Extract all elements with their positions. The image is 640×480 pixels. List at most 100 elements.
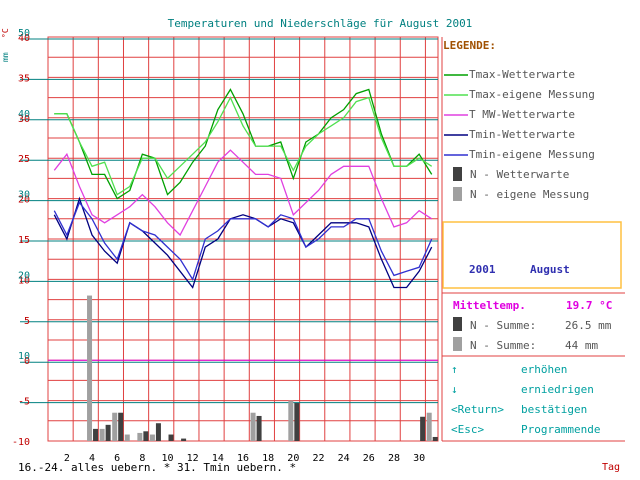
legend-item-label: Tmin-eigene Messung xyxy=(469,148,595,161)
day-tick-label: 26 xyxy=(363,453,375,464)
day-tick-label: 16 xyxy=(237,453,249,464)
stats-panel: Mitteltemp. 19.7 °C N - Summe: 26.5 mm N… xyxy=(453,299,612,352)
period-year: 2001 xyxy=(469,263,496,276)
mittel-value: 19.7 °C xyxy=(566,299,612,312)
precip-bar xyxy=(124,434,130,441)
precip-tick-label: 30 xyxy=(18,190,30,201)
day-tick-label: 2 xyxy=(64,453,70,464)
period-panel: 2001 August xyxy=(442,221,622,289)
n-summe1-value: 26.5 mm xyxy=(565,319,612,332)
precip-tick-label: 20 xyxy=(18,270,30,281)
precip-bar xyxy=(143,431,149,441)
n-summe1-label: N - Summe: xyxy=(470,319,536,332)
legend-item-label: Tmax-Wetterwarte xyxy=(469,68,575,81)
legend-item-label: N - Wetterwarte xyxy=(470,168,569,181)
series-line xyxy=(54,88,433,200)
temp-tick-label: 20 xyxy=(18,195,30,206)
precip-bar xyxy=(99,428,105,441)
precip-bar xyxy=(256,415,262,441)
series-line xyxy=(53,149,433,237)
day-tick-label: 24 xyxy=(338,453,350,464)
precip-bar xyxy=(288,400,294,441)
legend-heading: LEGENDE: xyxy=(443,39,496,52)
key-label: ↓ xyxy=(451,383,458,396)
temp-tick-label: 40 xyxy=(18,33,30,44)
n-summe2-swatch xyxy=(453,337,462,351)
key-action: Programmende xyxy=(521,423,600,436)
precip-bar xyxy=(426,412,432,441)
period-month: August xyxy=(530,263,570,276)
footer-note: 16.-24. alles uebern. * 31. Tmin uebern.… xyxy=(18,461,296,474)
mittel-label: Mitteltemp. xyxy=(453,299,526,312)
precip-bar xyxy=(105,424,111,441)
precip-bar xyxy=(118,412,124,441)
plot-grid xyxy=(20,36,439,442)
key-label: <Return> xyxy=(451,403,504,416)
series-line xyxy=(53,196,433,289)
precip-bar xyxy=(432,436,438,441)
day-tick-label: 12 xyxy=(187,453,199,464)
legend-item-label: Tmin-Wetterwarte xyxy=(469,128,575,141)
day-tick-label: 20 xyxy=(287,453,299,464)
series-line xyxy=(53,201,433,281)
day-tick-label: 22 xyxy=(312,453,324,464)
temp-tick-label: 15 xyxy=(18,235,30,246)
tag-axis-label: Tag xyxy=(602,462,620,473)
precip-bar xyxy=(250,412,256,441)
temp-tick-label: -10 xyxy=(12,437,30,448)
temp-tick-label: 35 xyxy=(18,73,30,84)
precip-bar xyxy=(168,434,174,441)
precip-bar xyxy=(93,428,99,441)
legend-item-label: Tmax-eigene Messung xyxy=(469,88,595,101)
precip-bar xyxy=(294,403,300,441)
temp-tick-label: 5 xyxy=(24,316,30,327)
series-line xyxy=(54,96,433,196)
legend-bar-swatch xyxy=(453,167,462,181)
key-action: erniedrigen xyxy=(521,383,594,396)
day-tick-label: 8 xyxy=(139,453,145,464)
day-tick-label: 10 xyxy=(161,453,173,464)
precip-bar xyxy=(149,434,155,441)
temp-lines xyxy=(53,88,433,289)
day-tick-label: 6 xyxy=(114,453,120,464)
day-tick-label: 18 xyxy=(262,453,274,464)
precip-bar xyxy=(181,438,187,441)
precip-bar xyxy=(112,412,118,441)
legend-panel: LEGENDE: Tmax-Wetterwarte Tmax-eigene Mes… xyxy=(441,37,625,442)
day-tick-label: 28 xyxy=(388,453,400,464)
precip-bar xyxy=(155,423,161,441)
degc-axis-label: °C xyxy=(1,28,10,38)
legend-items: Tmax-Wetterwarte Tmax-eigene Messung T MW-… xyxy=(441,37,625,442)
legend-item-label: T MW-Wetterwarte xyxy=(469,108,575,121)
day-tick-label: 14 xyxy=(212,453,224,464)
mm-axis-label: mm xyxy=(1,52,10,62)
temp-tick-label: -5 xyxy=(18,397,30,408)
precip-tick-label: 50 xyxy=(18,28,30,39)
precip-tick-label: 10 xyxy=(18,351,30,362)
key-action: bestätigen xyxy=(521,403,587,416)
period-box xyxy=(442,221,622,289)
precip-bar xyxy=(420,416,426,441)
temp-tick-label: 0 xyxy=(24,356,30,367)
n-summe2-label: N - Summe: xyxy=(470,339,536,352)
n-summe2-value: 44 mm xyxy=(565,339,598,352)
day-tick-label: 30 xyxy=(413,453,425,464)
precip-bars xyxy=(87,295,438,441)
n-summe1-swatch xyxy=(453,317,462,331)
temp-tick-label: 30 xyxy=(18,114,30,125)
legend-item-label: N - eigene Messung xyxy=(470,188,589,201)
chart-title: Temperaturen und Niederschläge für Augus… xyxy=(168,17,473,30)
temp-tick-label: 10 xyxy=(18,275,30,286)
precip-tick-label: 40 xyxy=(18,109,30,120)
key-label: ↑ xyxy=(451,363,458,376)
keys-panel: ↑ erhöhen ↓ erniedrigen <Return> bestätigen <E… xyxy=(451,363,600,436)
key-label: <Esc> xyxy=(451,423,484,436)
legend-bar-swatch xyxy=(453,187,462,201)
precip-bar xyxy=(87,295,93,441)
precip-bar xyxy=(137,432,143,441)
key-action: erhöhen xyxy=(521,363,567,376)
day-tick-label: 4 xyxy=(89,453,95,464)
temp-tick-label: 25 xyxy=(18,154,30,165)
